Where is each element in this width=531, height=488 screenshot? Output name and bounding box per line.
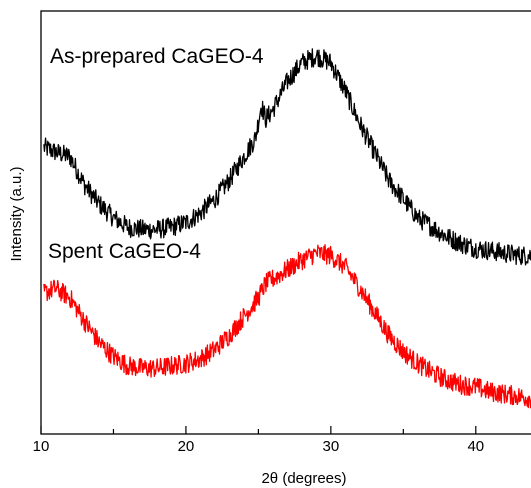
series-line-as-prepared (43, 48, 531, 266)
x-tick-label: 40 (467, 438, 484, 455)
curves (43, 48, 531, 409)
x-axis-label: 2θ (degrees) (261, 470, 346, 487)
x-axis-ticks: 10 20 30 40 (33, 426, 484, 455)
x-tick-label: 30 (323, 438, 340, 455)
x-tick-label: 10 (33, 438, 50, 455)
x-tick-label: 20 (178, 438, 195, 455)
series-label-spent: Spent CaGEO-4 (48, 240, 201, 263)
y-axis-label: Intensity (a.u.) (8, 166, 25, 261)
series-label-as-prepared: As-prepared CaGEO-4 (50, 45, 264, 68)
series-line-spent (43, 244, 531, 409)
plot-frame (40, 10, 531, 435)
